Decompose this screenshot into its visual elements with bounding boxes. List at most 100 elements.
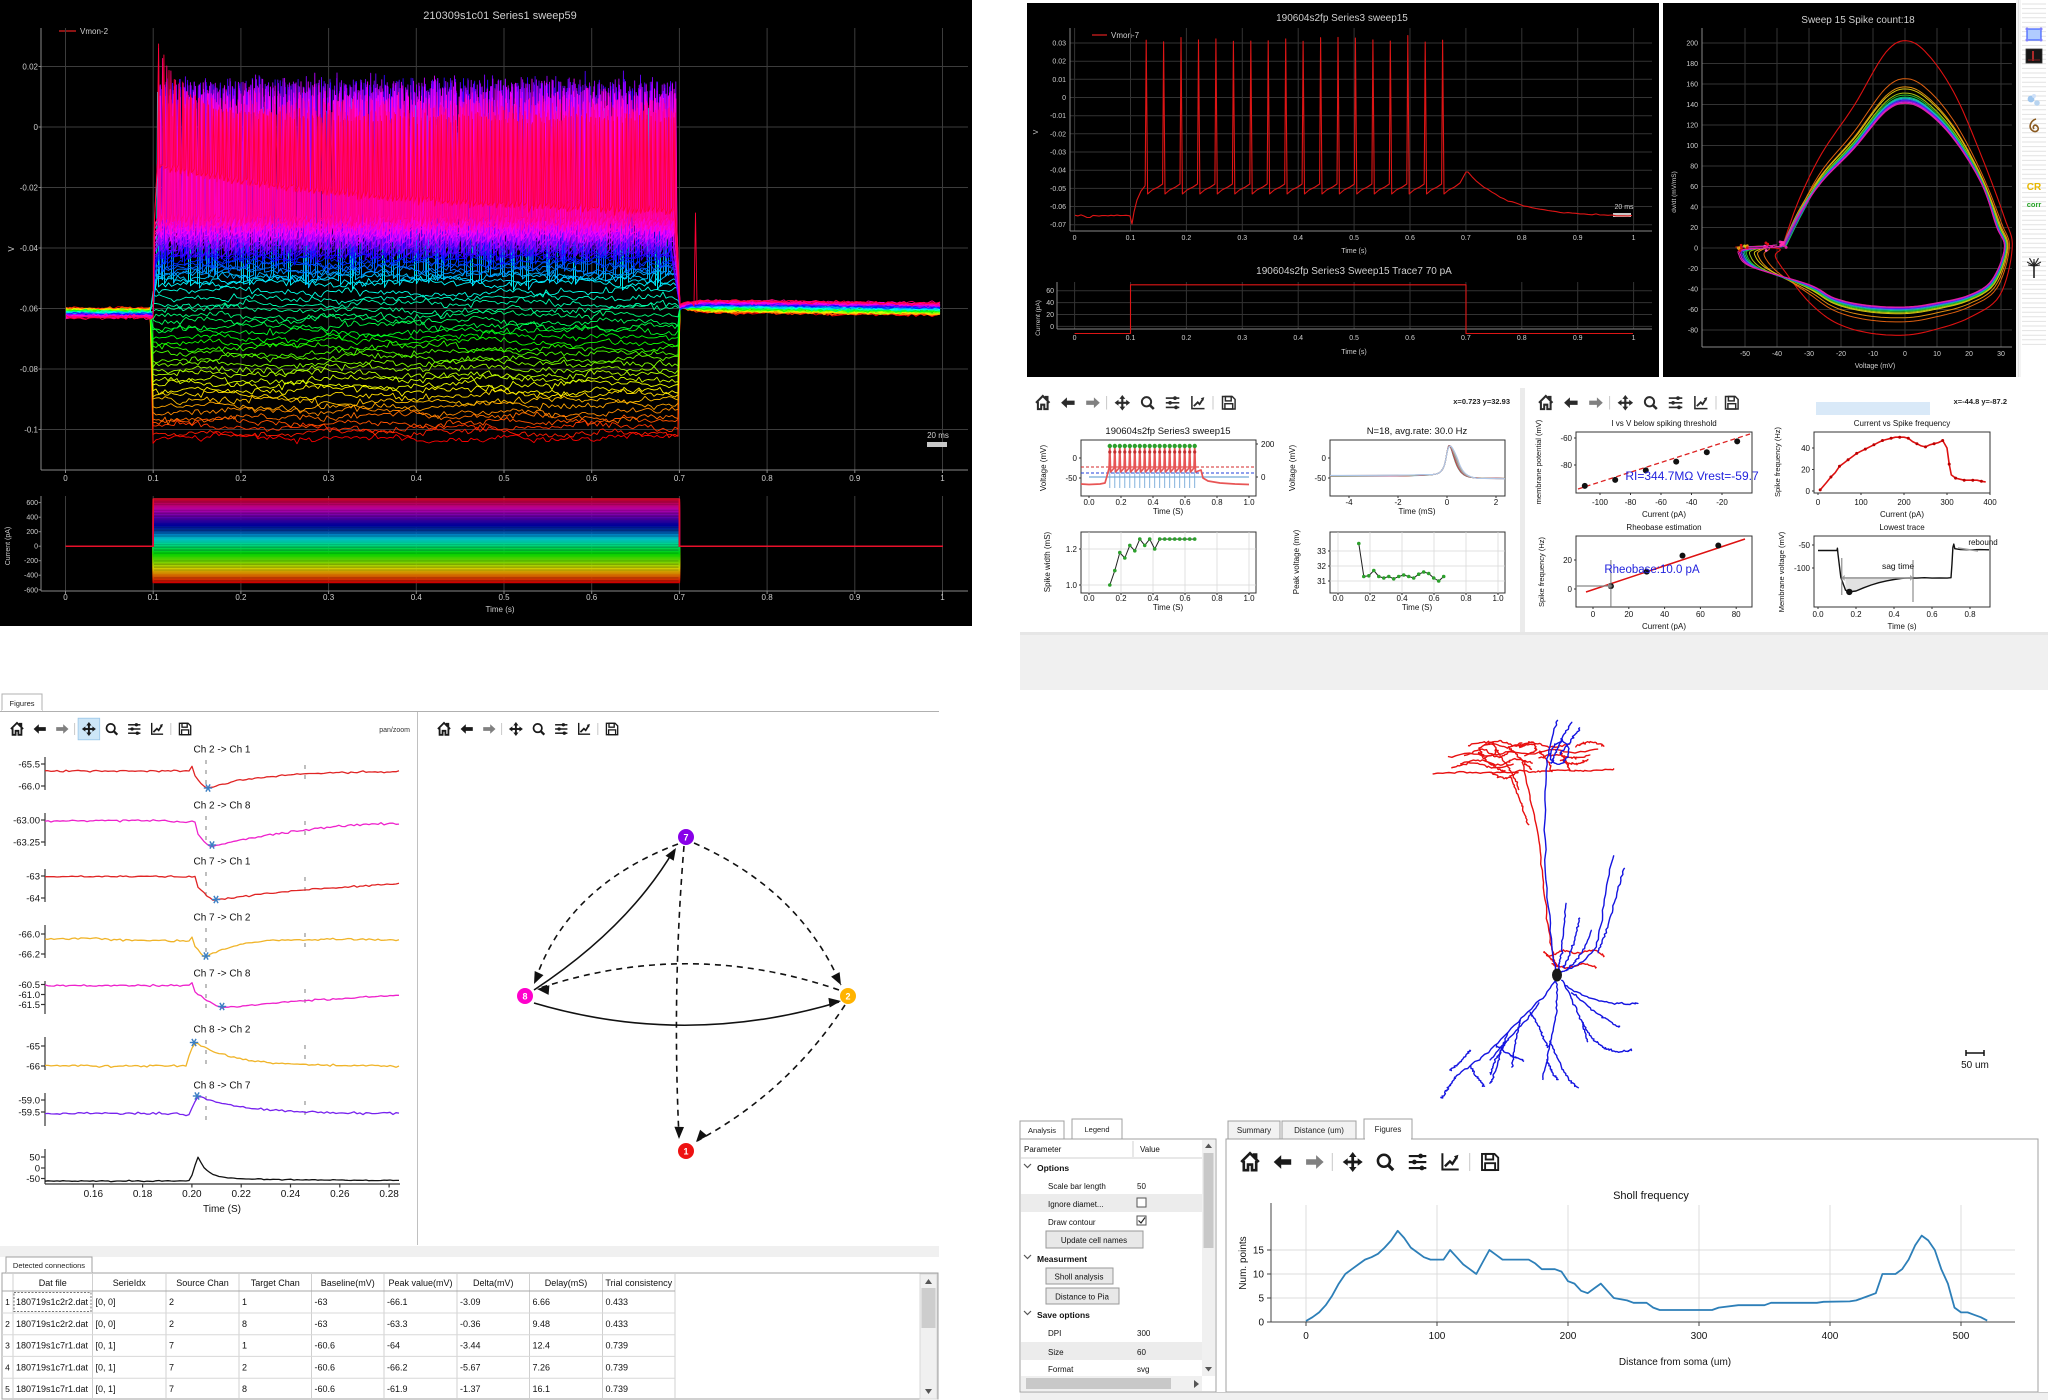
svg-text:-40: -40 xyxy=(1688,287,1698,294)
svg-text:0.28: 0.28 xyxy=(379,1189,399,1200)
svg-text:1.0: 1.0 xyxy=(1066,581,1078,590)
svg-text:400: 400 xyxy=(1983,498,1997,507)
svg-text:0.6: 0.6 xyxy=(1405,335,1415,342)
svg-text:20: 20 xyxy=(1563,556,1572,565)
svg-text:180719s1c7r1.dat: 180719s1c7r1.dat xyxy=(16,1384,89,1394)
svg-text:Options: Options xyxy=(1037,1163,1069,1173)
svg-text:0.2: 0.2 xyxy=(1182,335,1192,342)
svg-text:200: 200 xyxy=(1897,498,1911,507)
svg-text:0.8: 0.8 xyxy=(1964,610,1976,619)
svg-text:-66.2: -66.2 xyxy=(18,950,40,961)
svg-text:0.5: 0.5 xyxy=(498,593,510,602)
svg-text:7: 7 xyxy=(169,1384,174,1394)
svg-text:-3.09: -3.09 xyxy=(460,1297,481,1307)
svg-text:Sweep 15 Spike count:18: Sweep 15 Spike count:18 xyxy=(1801,15,1915,26)
svg-text:0.8: 0.8 xyxy=(1517,335,1527,342)
svg-text:0.5: 0.5 xyxy=(498,474,510,483)
svg-text:0.2: 0.2 xyxy=(235,593,247,602)
svg-text:0.8: 0.8 xyxy=(1460,594,1472,603)
svg-text:0.2: 0.2 xyxy=(235,474,247,483)
svg-text:60: 60 xyxy=(1690,184,1698,191)
svg-text:0.1: 0.1 xyxy=(148,593,160,602)
svg-text:Membrane voltage (mV): Membrane voltage (mV) xyxy=(1777,531,1786,612)
svg-text:0.4: 0.4 xyxy=(1396,594,1408,603)
svg-text:membrane potential (mV): membrane potential (mV) xyxy=(1534,419,1543,504)
svg-text:0.2: 0.2 xyxy=(1850,610,1862,619)
svg-text:x=-44.8 y=-87.2: x=-44.8 y=-87.2 xyxy=(1954,397,2007,406)
svg-text:0: 0 xyxy=(1062,95,1066,102)
svg-text:0: 0 xyxy=(1591,610,1596,619)
svg-text:-63.25: -63.25 xyxy=(13,838,40,849)
svg-text:Ch 7 -> Ch 2: Ch 7 -> Ch 2 xyxy=(194,913,251,924)
svg-text:400: 400 xyxy=(1822,1331,1839,1342)
svg-text:0.7: 0.7 xyxy=(674,593,686,602)
svg-text:DPI: DPI xyxy=(1048,1329,1061,1338)
svg-text:0.6: 0.6 xyxy=(1405,235,1415,242)
svg-text:Voltage (mV): Voltage (mV) xyxy=(1039,445,1048,492)
svg-text:1: 1 xyxy=(940,474,945,483)
svg-text:50: 50 xyxy=(29,1153,40,1164)
svg-text:0.3: 0.3 xyxy=(323,593,335,602)
svg-text:1.0: 1.0 xyxy=(1492,594,1504,603)
svg-text:-100: -100 xyxy=(1794,564,1811,573)
svg-text:0: 0 xyxy=(1568,585,1573,594)
svg-text:-63: -63 xyxy=(315,1297,328,1307)
svg-text:Distance to Pia: Distance to Pia xyxy=(1055,1293,1109,1302)
svg-text:-0.04: -0.04 xyxy=(1050,168,1066,175)
svg-text:-10: -10 xyxy=(1868,351,1878,358)
svg-text:Current (pA): Current (pA) xyxy=(1642,510,1686,519)
svg-text:0.8: 0.8 xyxy=(1211,498,1223,507)
svg-text:-0.05: -0.05 xyxy=(1050,186,1066,193)
svg-text:0.3: 0.3 xyxy=(1237,335,1247,342)
svg-text:0.02: 0.02 xyxy=(1052,59,1066,66)
svg-text:40: 40 xyxy=(1690,205,1698,212)
svg-text:0.7: 0.7 xyxy=(1461,235,1471,242)
svg-text:-200: -200 xyxy=(24,558,38,565)
svg-text:500: 500 xyxy=(1953,1331,1970,1342)
svg-text:180719s1c2r2.dat: 180719s1c2r2.dat xyxy=(16,1319,89,1329)
svg-text:Measurment: Measurment xyxy=(1037,1254,1087,1264)
svg-text:0.03: 0.03 xyxy=(1052,40,1066,47)
svg-text:190604s2fp Series3 Sweep15 Tra: 190604s2fp Series3 Sweep15 Trace7 70 pA xyxy=(1256,266,1452,277)
svg-text:1: 1 xyxy=(683,1147,688,1157)
svg-text:Save options: Save options xyxy=(1037,1310,1090,1320)
svg-text:140: 140 xyxy=(1686,102,1698,109)
svg-text:Scale bar length: Scale bar length xyxy=(1048,1182,1106,1191)
svg-text:-0.01: -0.01 xyxy=(1050,113,1066,120)
svg-text:20: 20 xyxy=(1690,225,1698,232)
svg-text:[0, 0]: [0, 0] xyxy=(96,1297,116,1307)
svg-text:Ch 2 -> Ch 1: Ch 2 -> Ch 1 xyxy=(194,745,251,756)
svg-text:0.01: 0.01 xyxy=(1052,77,1066,84)
svg-text:-50: -50 xyxy=(26,1174,40,1185)
svg-text:Ch 7 -> Ch 8: Ch 7 -> Ch 8 xyxy=(194,969,251,980)
svg-text:Vmon-2: Vmon-2 xyxy=(80,27,109,36)
svg-text:Time (mS): Time (mS) xyxy=(1398,507,1435,516)
svg-text:V: V xyxy=(7,246,16,252)
svg-text:-40: -40 xyxy=(1686,498,1698,507)
svg-text:0.5: 0.5 xyxy=(1349,335,1359,342)
svg-text:0: 0 xyxy=(1258,1318,1264,1329)
svg-text:V: V xyxy=(1033,129,1040,134)
svg-text:20: 20 xyxy=(1965,351,1973,358)
svg-text:Time (s): Time (s) xyxy=(1341,349,1366,356)
svg-text:Current (pA): Current (pA) xyxy=(1880,510,1924,519)
svg-text:Time (S): Time (S) xyxy=(203,1204,241,1215)
svg-text:-0.04: -0.04 xyxy=(20,244,39,253)
svg-text:2: 2 xyxy=(242,1362,247,1372)
svg-text:6.66: 6.66 xyxy=(533,1297,551,1307)
svg-text:30: 30 xyxy=(1997,351,2005,358)
svg-text:100: 100 xyxy=(1686,143,1698,150)
svg-text:50 um: 50 um xyxy=(1961,1060,1989,1071)
svg-text:0: 0 xyxy=(34,123,39,132)
svg-text:40: 40 xyxy=(1046,300,1054,307)
svg-text:1: 1 xyxy=(242,1341,247,1351)
svg-text:Peak value(mV): Peak value(mV) xyxy=(388,1278,452,1288)
svg-text:1.0: 1.0 xyxy=(1243,594,1255,603)
svg-text:N=18, avg.rate: 30.0 Hz: N=18, avg.rate: 30.0 Hz xyxy=(1367,426,1468,437)
svg-text:Detected connections: Detected connections xyxy=(13,1261,85,1270)
svg-text:0.5: 0.5 xyxy=(1349,235,1359,242)
svg-text:0.1: 0.1 xyxy=(148,474,160,483)
svg-text:0.18: 0.18 xyxy=(133,1189,153,1200)
svg-text:[0, 1]: [0, 1] xyxy=(96,1362,116,1372)
svg-text:300: 300 xyxy=(1691,1331,1708,1342)
